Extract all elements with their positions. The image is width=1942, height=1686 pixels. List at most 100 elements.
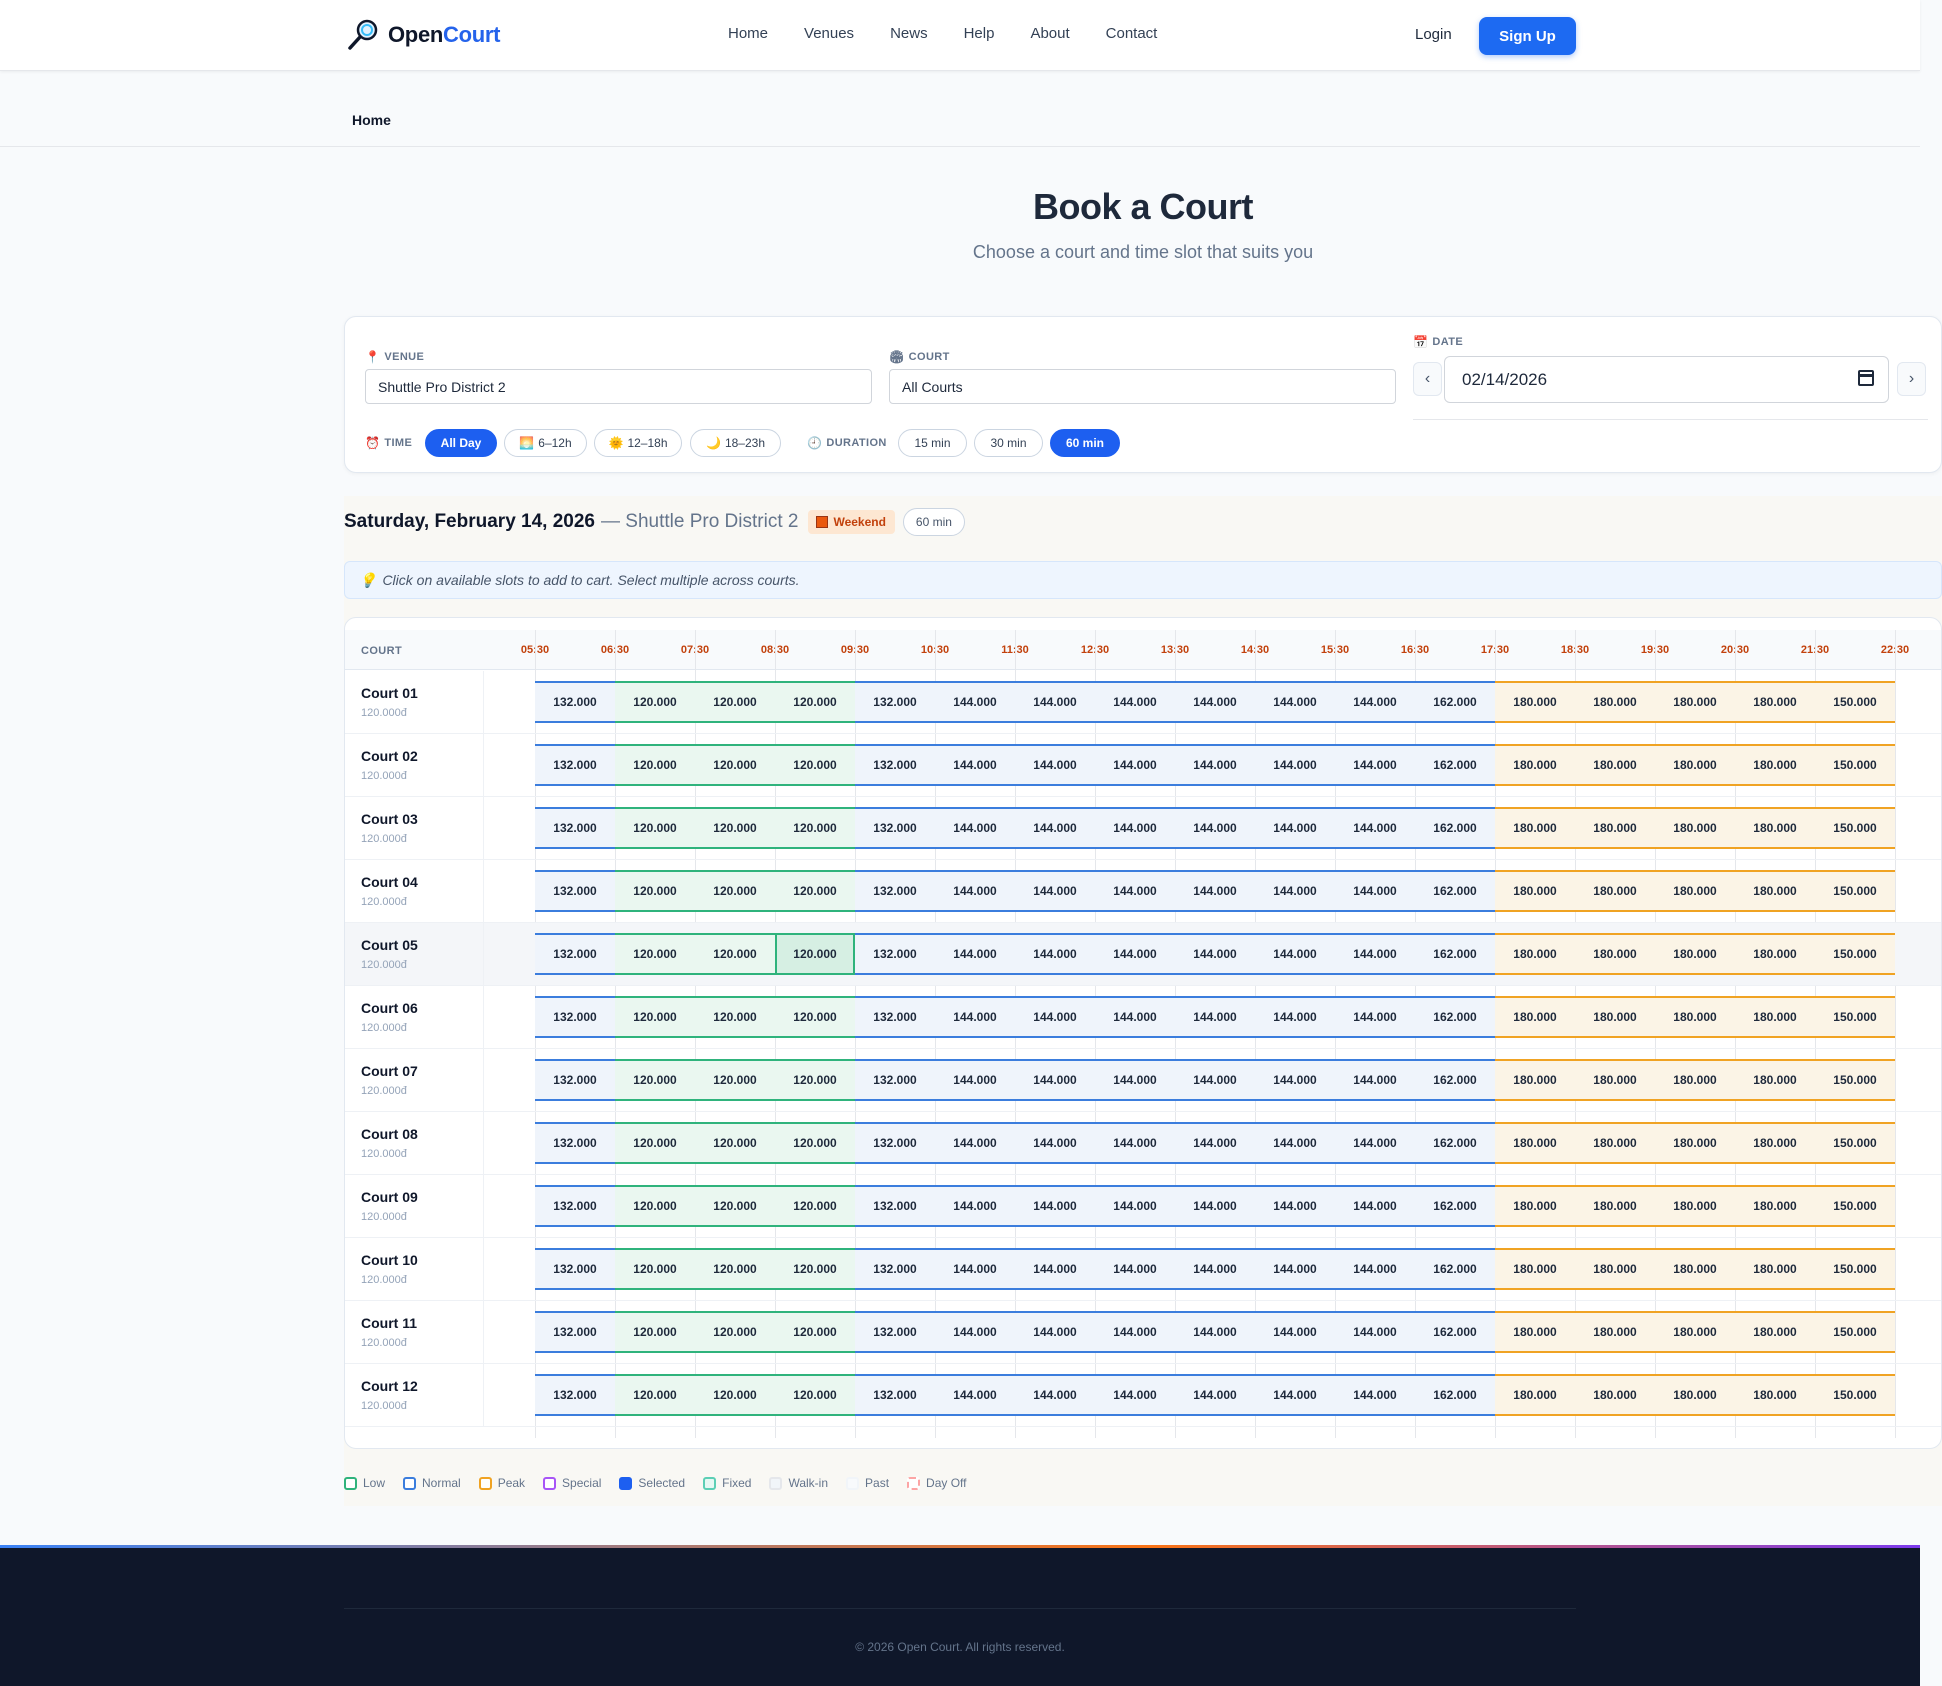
time-slot[interactable]: 132.000 bbox=[535, 1248, 615, 1290]
time-slot[interactable]: 144.000 bbox=[1335, 681, 1415, 723]
time-slot[interactable]: 144.000 bbox=[935, 1374, 1015, 1416]
time-slot[interactable]: 180.000 bbox=[1735, 996, 1815, 1038]
time-slot[interactable]: 144.000 bbox=[1175, 1374, 1255, 1416]
time-slot[interactable]: 144.000 bbox=[1255, 1311, 1335, 1353]
time-slot[interactable]: 120.000 bbox=[775, 744, 855, 786]
time-slot[interactable]: 144.000 bbox=[935, 870, 1015, 912]
time-slot[interactable]: 180.000 bbox=[1495, 1248, 1575, 1290]
time-slot[interactable]: 144.000 bbox=[1015, 744, 1095, 786]
time-slot[interactable]: 180.000 bbox=[1655, 933, 1735, 975]
time-slot[interactable]: 180.000 bbox=[1735, 1248, 1815, 1290]
time-slot[interactable]: 162.000 bbox=[1415, 1311, 1495, 1353]
time-slot[interactable]: 120.000 bbox=[695, 1311, 775, 1353]
time-slot[interactable]: 162.000 bbox=[1415, 807, 1495, 849]
time-slot[interactable]: 180.000 bbox=[1655, 1059, 1735, 1101]
time-slot[interactable]: 120.000 bbox=[695, 744, 775, 786]
time-slot[interactable]: 144.000 bbox=[1175, 807, 1255, 849]
time-slot[interactable]: 132.000 bbox=[535, 870, 615, 912]
time-slot[interactable]: 120.000 bbox=[695, 870, 775, 912]
time-slot[interactable]: 180.000 bbox=[1655, 1374, 1735, 1416]
time-slot[interactable]: 120.000 bbox=[615, 1122, 695, 1164]
time-slot[interactable]: 144.000 bbox=[1015, 933, 1095, 975]
time-slot[interactable]: 180.000 bbox=[1575, 1374, 1655, 1416]
time-slot[interactable]: 144.000 bbox=[1255, 1374, 1335, 1416]
time-slot[interactable]: 144.000 bbox=[1255, 1248, 1335, 1290]
time-slot[interactable]: 132.000 bbox=[855, 870, 935, 912]
time-slot[interactable]: 180.000 bbox=[1735, 1059, 1815, 1101]
time-slot[interactable]: 132.000 bbox=[535, 807, 615, 849]
nav-help[interactable]: Help bbox=[963, 25, 995, 42]
time-slot[interactable]: 132.000 bbox=[855, 744, 935, 786]
time-slot[interactable]: 144.000 bbox=[1095, 1185, 1175, 1227]
time-slot[interactable]: 144.000 bbox=[1095, 933, 1175, 975]
time-slot[interactable]: 144.000 bbox=[1175, 1311, 1255, 1353]
nav-contact[interactable]: Contact bbox=[1105, 25, 1158, 42]
time-slot[interactable]: 150.000 bbox=[1815, 933, 1895, 975]
signup-button[interactable]: Sign Up bbox=[1479, 17, 1576, 55]
time-slot[interactable]: 132.000 bbox=[855, 933, 935, 975]
time-slot[interactable]: 144.000 bbox=[935, 807, 1015, 849]
time-slot[interactable]: 120.000 bbox=[775, 1185, 855, 1227]
time-slot[interactable]: 180.000 bbox=[1655, 807, 1735, 849]
time-slot[interactable]: 150.000 bbox=[1815, 1059, 1895, 1101]
time-slot[interactable]: 150.000 bbox=[1815, 1122, 1895, 1164]
time-slot[interactable]: 180.000 bbox=[1735, 870, 1815, 912]
next-date-button[interactable]: › bbox=[1897, 362, 1926, 396]
time-slot[interactable]: 144.000 bbox=[935, 1122, 1015, 1164]
time-slot[interactable]: 180.000 bbox=[1735, 744, 1815, 786]
time-slot[interactable]: 132.000 bbox=[535, 933, 615, 975]
time-slot[interactable]: 180.000 bbox=[1575, 1248, 1655, 1290]
time-slot[interactable]: 180.000 bbox=[1495, 1185, 1575, 1227]
time-slot[interactable]: 132.000 bbox=[855, 1311, 935, 1353]
time-slot[interactable]: 132.000 bbox=[855, 1185, 935, 1227]
time-slot[interactable]: 120.000 bbox=[775, 1311, 855, 1353]
time-slot[interactable]: 180.000 bbox=[1495, 1374, 1575, 1416]
time-slot[interactable]: 144.000 bbox=[1335, 1122, 1415, 1164]
time-slot[interactable]: 144.000 bbox=[1335, 870, 1415, 912]
time-slot[interactable]: 144.000 bbox=[1095, 996, 1175, 1038]
time-slot[interactable]: 120.000 bbox=[775, 807, 855, 849]
time-slot[interactable]: 180.000 bbox=[1495, 933, 1575, 975]
time-slot[interactable]: 132.000 bbox=[535, 1311, 615, 1353]
time-slot[interactable]: 162.000 bbox=[1415, 1185, 1495, 1227]
time-slot[interactable]: 120.000 bbox=[695, 1185, 775, 1227]
time-slot[interactable]: 180.000 bbox=[1495, 744, 1575, 786]
time-slot[interactable]: 132.000 bbox=[535, 1374, 615, 1416]
time-slot[interactable]: 144.000 bbox=[1335, 933, 1415, 975]
time-slot[interactable]: 120.000 bbox=[615, 1248, 695, 1290]
time-slot[interactable]: 180.000 bbox=[1735, 1374, 1815, 1416]
time-slot[interactable]: 180.000 bbox=[1495, 996, 1575, 1038]
time-slot[interactable]: 180.000 bbox=[1735, 1185, 1815, 1227]
time-slot[interactable]: 132.000 bbox=[535, 1059, 615, 1101]
time-slot[interactable]: 120.000 bbox=[695, 1122, 775, 1164]
time-slot[interactable]: 180.000 bbox=[1655, 681, 1735, 723]
time-slot[interactable]: 180.000 bbox=[1575, 1185, 1655, 1227]
time-slot[interactable]: 144.000 bbox=[1255, 1185, 1335, 1227]
time-slot[interactable]: 144.000 bbox=[1015, 1374, 1095, 1416]
nav-news[interactable]: News bbox=[890, 25, 928, 42]
time-slot[interactable]: 180.000 bbox=[1495, 1311, 1575, 1353]
time-slot[interactable]: 180.000 bbox=[1495, 681, 1575, 723]
nav-venues[interactable]: Venues bbox=[804, 25, 855, 42]
time-slot[interactable]: 120.000 bbox=[775, 1059, 855, 1101]
time-slot[interactable]: 144.000 bbox=[1095, 1374, 1175, 1416]
time-slot[interactable]: 144.000 bbox=[1335, 1059, 1415, 1101]
time-slot[interactable]: 120.000 bbox=[695, 1248, 775, 1290]
time-slot[interactable]: 120.000 bbox=[775, 1248, 855, 1290]
time-slot[interactable]: 180.000 bbox=[1735, 1311, 1815, 1353]
time-slot[interactable]: 144.000 bbox=[935, 1059, 1015, 1101]
time-slot[interactable]: 144.000 bbox=[1335, 996, 1415, 1038]
time-slot[interactable]: 120.000 bbox=[615, 1059, 695, 1101]
time-slot[interactable]: 150.000 bbox=[1815, 744, 1895, 786]
time-slot[interactable]: 144.000 bbox=[1335, 1311, 1415, 1353]
time-slot[interactable]: 144.000 bbox=[1095, 1122, 1175, 1164]
time-slot[interactable]: 144.000 bbox=[935, 744, 1015, 786]
time-slot[interactable]: 144.000 bbox=[1175, 870, 1255, 912]
time-slot[interactable]: 162.000 bbox=[1415, 933, 1495, 975]
time-slot[interactable]: 180.000 bbox=[1575, 681, 1655, 723]
time-slot[interactable]: 150.000 bbox=[1815, 807, 1895, 849]
time-slot[interactable]: 144.000 bbox=[935, 681, 1015, 723]
time-slot[interactable]: 144.000 bbox=[1015, 870, 1095, 912]
time-slot[interactable]: 150.000 bbox=[1815, 870, 1895, 912]
time-slot[interactable]: 132.000 bbox=[535, 744, 615, 786]
